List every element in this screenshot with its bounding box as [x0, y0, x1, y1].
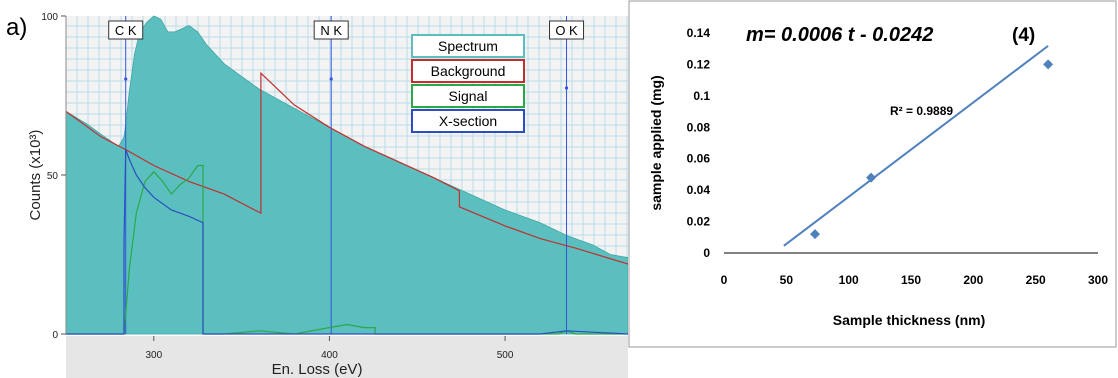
y-tick-label-a: 100	[41, 12, 58, 23]
r-squared-label: R² = 0.9889	[890, 104, 953, 118]
y-tick-label-b: 0.1	[693, 89, 710, 103]
panel-b-chart: 0 0.02 0.04 0.06 0.08 0.1 0.12 0.14 0 50 100 150 200…	[628, 0, 1117, 348]
y-tick-label-b: 0.06	[687, 152, 711, 166]
edge-label-box-2	[549, 20, 585, 40]
x-tick-label-b: 250	[1026, 273, 1046, 287]
edge-marker-2	[564, 86, 569, 90]
x-tick-label-b: 300	[1088, 273, 1108, 287]
x-axis-title-a: En. Loss (eV)	[272, 361, 363, 378]
edge-marker-1	[329, 77, 333, 81]
edge-label-box-1	[313, 20, 349, 40]
data-point	[1043, 59, 1054, 70]
legend-a: Spectrum Background Signal X-section	[411, 34, 525, 133]
y-tick-label-b: 0.12	[687, 57, 711, 71]
series-spectrum	[65, 15, 628, 335]
x-tick-label-b: 200	[963, 273, 983, 287]
x-tick-label-a: 500	[497, 350, 514, 361]
x-tick-label-a: 400	[321, 350, 338, 361]
edge-label-2: O K	[555, 23, 578, 38]
y-tick-label-b: 0.08	[687, 120, 711, 134]
legend-label-0: Spectrum	[438, 38, 498, 54]
y-axis-title-b: sample applied (mg)	[648, 75, 664, 210]
series-background	[65, 71, 628, 265]
data-point	[866, 172, 877, 183]
equation-number: (4)	[1012, 25, 1035, 46]
y-axis-title-a: Counts (x10³)	[27, 130, 44, 221]
legend-label-2: Signal	[449, 88, 488, 104]
x-tick-label-b: 100	[839, 273, 859, 287]
legend-label-3: X-section	[439, 113, 497, 129]
panel-a-letter: a)	[6, 14, 28, 41]
y-tick-label-b: 0	[703, 246, 710, 260]
y-tick-label-a: 50	[47, 171, 59, 182]
legend-box-0	[411, 34, 525, 58]
legend-box-3	[411, 109, 525, 133]
legend-box-1	[411, 59, 525, 83]
y-tick-label-b: 0.02	[687, 215, 711, 229]
series-xsection	[66, 149, 628, 335]
legend-box-2	[411, 84, 525, 108]
edge-marker-0	[124, 77, 128, 81]
data-point	[810, 229, 821, 240]
legend-label-1: Background	[431, 63, 506, 79]
x-tick-label-a: 300	[145, 350, 162, 361]
edge-label-box-0	[108, 20, 144, 40]
x-axis-title-b: Sample thickness (nm)	[833, 312, 986, 328]
equation-label: m= 0.0006 t - 0.0242	[746, 24, 933, 46]
x-axis-band-a	[66, 336, 628, 378]
y-tick-label-b: 0.14	[687, 26, 711, 40]
panel-a-chart: C K N K O K Spectrum Background Signal X-secti…	[27, 12, 628, 378]
x-tick-label-b: 0	[721, 273, 728, 287]
x-tick-label-b: 150	[901, 273, 921, 287]
x-tick-label-b: 50	[780, 273, 794, 287]
y-tick-label-a: 0	[52, 330, 58, 341]
trendline	[783, 45, 1049, 247]
edge-label-0: C K	[115, 23, 137, 38]
y-tick-label-b: 0.04	[687, 183, 711, 197]
edge-label-1: N K	[320, 23, 342, 38]
